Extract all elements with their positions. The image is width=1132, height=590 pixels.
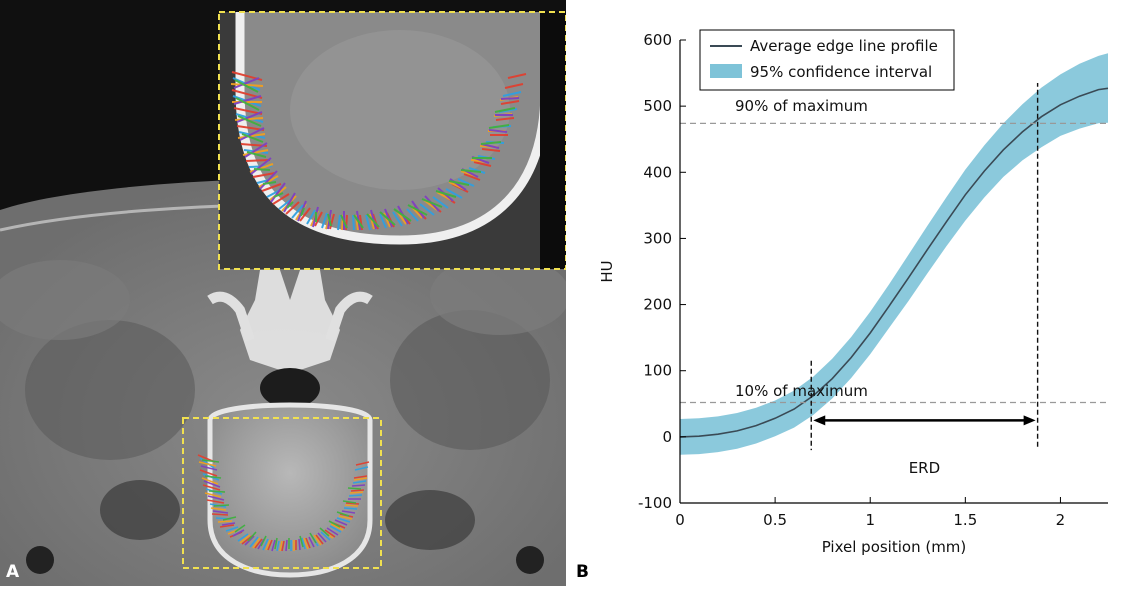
- y-tick-label: 0: [662, 428, 672, 446]
- annotations: 90% of maximum 10% of maximum ERD: [735, 82, 1039, 477]
- chart-panel: -100 0 100 200 300 400 500 600 0 0.5 1 1.5 2 Pixel po…: [570, 0, 1132, 586]
- mean-profile-line: [679, 87, 1109, 438]
- reference-lines: [680, 122, 1108, 404]
- roi-box-lower: [182, 417, 382, 569]
- y-tick-label: 400: [643, 163, 672, 181]
- y-tick-label: 200: [643, 296, 672, 314]
- series-layer: [679, 87, 1109, 438]
- y-axis-title: HU: [598, 260, 616, 282]
- x-tick-label: 0: [675, 511, 685, 529]
- legend-swatch-ci: [710, 64, 742, 78]
- zoomed-inset: [218, 11, 566, 270]
- x-tick-label: 2: [1056, 511, 1066, 529]
- ct-image-panel: A: [0, 0, 566, 586]
- legend-label-ci: 95% confidence interval: [750, 63, 932, 81]
- y-tick-label: 100: [643, 362, 672, 380]
- y-tick-label: 300: [643, 229, 672, 247]
- x-tick-label: 0.5: [763, 511, 787, 529]
- erd-label: ERD: [909, 459, 940, 477]
- x-tick-label: 1: [865, 511, 875, 529]
- legend: Average edge line profile 95% confidence …: [699, 29, 955, 91]
- erd-arrowhead-left: [813, 415, 826, 426]
- p10-label: 10% of maximum: [735, 382, 868, 400]
- y-tick-label: 500: [643, 97, 672, 115]
- legend-label-mean: Average edge line profile: [750, 37, 938, 55]
- y-tick-label: 600: [643, 31, 672, 49]
- panel-label-b: B: [576, 562, 589, 582]
- erd-arrowhead-right: [1023, 415, 1036, 426]
- legend-box: [699, 29, 955, 91]
- y-tick-label: -100: [638, 494, 672, 512]
- p90-label: 90% of maximum: [735, 97, 868, 115]
- roi-box-zoomed: [218, 11, 566, 270]
- ct-image: [0, 0, 566, 586]
- panel-label-a: A: [6, 562, 20, 582]
- x-axis-title: Pixel position (mm): [822, 538, 967, 556]
- x-tick-label: 1.5: [953, 511, 977, 529]
